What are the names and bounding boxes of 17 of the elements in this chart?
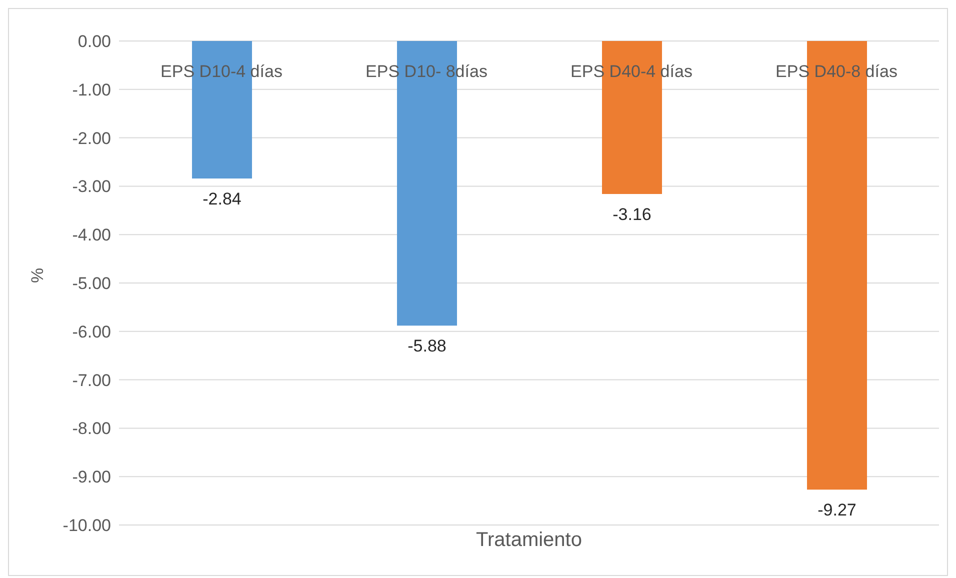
- y-tick-label: -2.00: [72, 128, 111, 148]
- y-tick-label: -5.00: [72, 274, 111, 294]
- data-label: -9.27: [818, 500, 856, 520]
- y-tick-label: -7.00: [72, 370, 111, 390]
- y-tick-label: -8.00: [72, 419, 111, 438]
- x-axis-title: Tratamiento: [475, 529, 583, 552]
- y-tick-label: -3.00: [72, 177, 111, 196]
- y-tick-label: -10.00: [62, 516, 111, 536]
- y-tick-label: -4.00: [72, 226, 111, 245]
- y-tick-label: -9.00: [72, 468, 111, 487]
- y-tick-label: -6.00: [72, 322, 111, 342]
- data-label: -3.16: [612, 204, 652, 224]
- data-label: -2.84: [202, 189, 242, 208]
- y-tick-label: 0.00: [78, 32, 111, 52]
- y-tick-label: -1.00: [72, 80, 111, 100]
- data-label: -5.88: [408, 336, 446, 356]
- y-axis-title: %: [28, 268, 48, 283]
